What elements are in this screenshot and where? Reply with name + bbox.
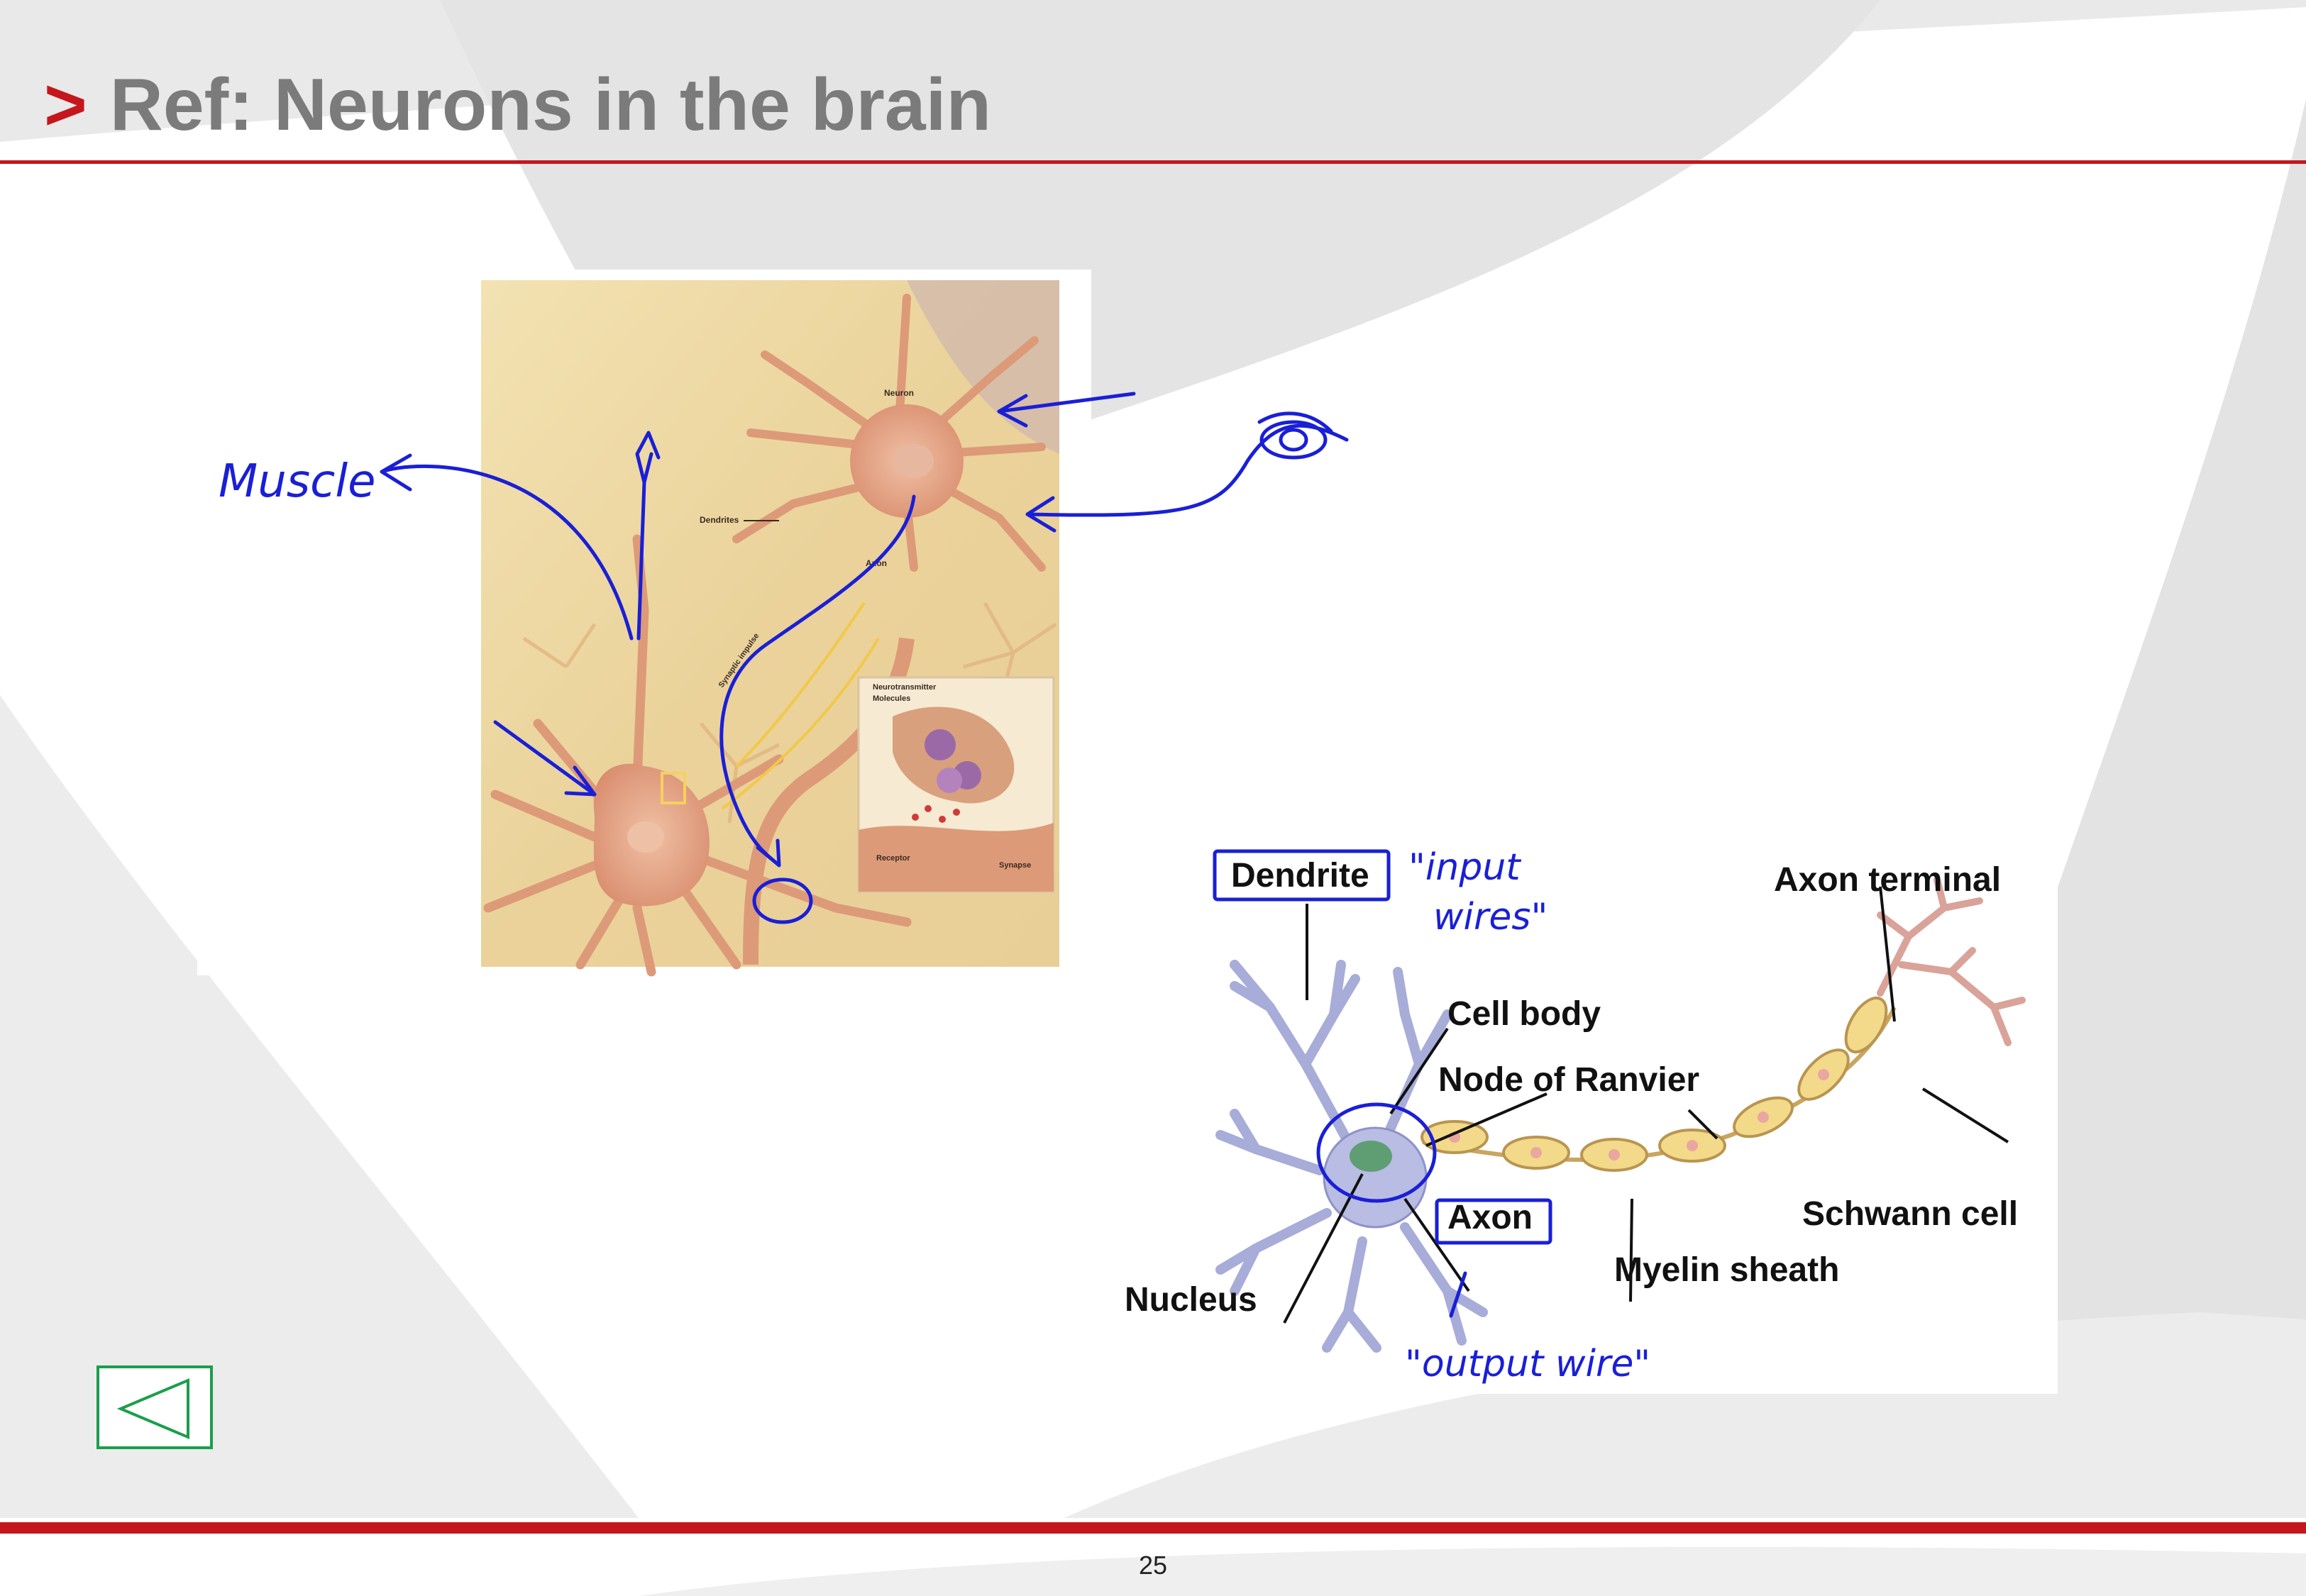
label-node-of-ranvier: Node of Ranvier <box>1438 1061 1699 1099</box>
label-receptor: Receptor <box>876 854 910 863</box>
annotation-output: "output wire" <box>1405 1343 1650 1385</box>
synapse-inset: Neurotransmitter Molecules Receptor Syna… <box>859 677 1054 892</box>
label-dendrites: Dendrites <box>700 515 739 525</box>
label-nucleus: Nucleus <box>1125 1281 1257 1319</box>
slide-title: > Ref: Neurons in the brain <box>44 68 991 142</box>
title-marker: > <box>44 64 87 146</box>
label-molecules: Molecules <box>873 694 910 703</box>
footer-rule <box>0 1522 2306 1534</box>
label-neuron: Neuron <box>884 388 914 398</box>
label-schwann-cell: Schwann cell <box>1802 1195 2018 1233</box>
label-synapse: Synapse <box>999 861 1031 870</box>
annotation-input-line2: wires" <box>1433 896 1548 938</box>
nucleus-shape <box>1350 1141 1392 1172</box>
label-axon-terminal: Axon terminal <box>1774 861 2001 899</box>
title-underline <box>0 160 2306 164</box>
triangle-left-icon <box>99 1368 210 1446</box>
title-text: Ref: Neurons in the brain <box>110 64 991 146</box>
label-dendrite: Dendrite <box>1231 857 1369 894</box>
label-myelin-sheath: Myelin sheath <box>1614 1251 1839 1289</box>
page-number: 25 <box>0 1551 2306 1580</box>
label-cell-body: Cell body <box>1447 995 1601 1033</box>
neuron-diagram: Dendrite Cell body Node of Ranvier Axon … <box>1093 830 2072 1404</box>
axon-terminal-branches <box>1880 880 2022 1043</box>
label-neurotransmitter: Neurotransmitter <box>873 683 937 692</box>
back-nav-button[interactable] <box>96 1365 213 1449</box>
annotation-muscle: Muscle <box>219 455 375 508</box>
label-axon: Axon <box>1447 1199 1533 1236</box>
annotation-input-line1: "input <box>1408 846 1521 889</box>
